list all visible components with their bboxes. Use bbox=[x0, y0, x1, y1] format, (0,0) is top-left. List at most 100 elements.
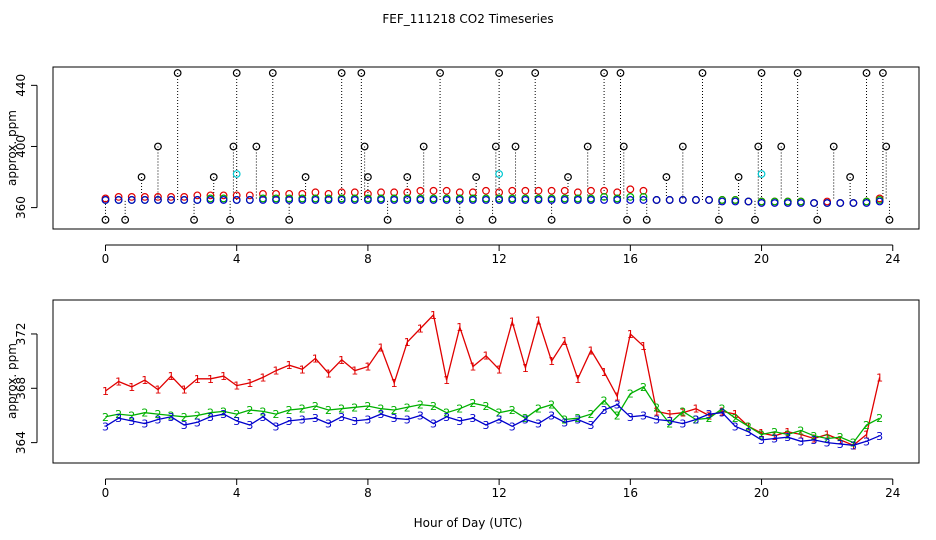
point-black bbox=[285, 215, 294, 224]
point-blue bbox=[140, 196, 149, 204]
point-symbol-3: 3 bbox=[863, 435, 870, 448]
bottom-y-axis-label: approx. ppm bbox=[5, 343, 19, 419]
point-symbol-1: 1 bbox=[811, 433, 818, 446]
point-symbol-1: 1 bbox=[640, 340, 647, 353]
point-blue bbox=[731, 197, 740, 206]
point-symbol-3: 3 bbox=[325, 418, 332, 431]
point-symbol-2: 2 bbox=[863, 419, 870, 432]
point-red bbox=[219, 191, 228, 200]
point-symbol-2: 2 bbox=[391, 404, 398, 417]
point-symbol-3: 3 bbox=[115, 412, 122, 425]
point-symbol-2: 2 bbox=[850, 437, 857, 450]
point-blue bbox=[652, 196, 661, 204]
point-symbol-1: 1 bbox=[614, 390, 621, 403]
point-black bbox=[190, 215, 198, 224]
point-red bbox=[482, 186, 490, 195]
point-symbol-2: 2 bbox=[154, 408, 161, 421]
point-black bbox=[757, 69, 766, 77]
point-symbol-2: 2 bbox=[246, 404, 253, 417]
point-symbol-1: 1 bbox=[194, 373, 201, 386]
point-symbol-1: 1 bbox=[417, 323, 424, 336]
point-symbol-3: 3 bbox=[102, 420, 109, 433]
point-symbol-1: 1 bbox=[483, 350, 490, 363]
point-black bbox=[882, 142, 891, 151]
point-red bbox=[232, 191, 241, 200]
point-symbol-3: 3 bbox=[233, 415, 240, 428]
point-symbol-3: 3 bbox=[535, 418, 542, 431]
point-symbol-2: 2 bbox=[443, 407, 450, 420]
point-blue bbox=[521, 196, 530, 204]
point-symbol-2: 2 bbox=[732, 412, 739, 425]
point-red bbox=[442, 186, 451, 195]
point-symbol-3: 3 bbox=[483, 419, 490, 432]
point-symbol-2: 2 bbox=[666, 418, 673, 431]
x-tick-label: 12 bbox=[491, 252, 506, 266]
point-blue bbox=[797, 199, 805, 207]
point-blue bbox=[127, 196, 136, 204]
point-symbol-1: 1 bbox=[758, 427, 765, 440]
point-symbol-2: 2 bbox=[338, 403, 345, 416]
point-blue bbox=[573, 196, 582, 204]
point-blue bbox=[770, 199, 779, 207]
point-symbol-3: 3 bbox=[640, 409, 647, 422]
point-symbol-2: 2 bbox=[194, 409, 201, 422]
point-black bbox=[715, 215, 723, 224]
x-tick-label: 16 bbox=[623, 486, 638, 500]
x-tick-label: 24 bbox=[885, 252, 900, 266]
point-black bbox=[137, 173, 146, 181]
point-blue bbox=[193, 196, 202, 204]
point-symbol-3: 3 bbox=[154, 414, 161, 427]
point-symbol-1: 1 bbox=[102, 385, 109, 398]
point-symbol-2: 2 bbox=[141, 407, 148, 420]
point-symbol-1: 1 bbox=[797, 428, 804, 441]
point-blue bbox=[311, 196, 320, 204]
point-blue bbox=[364, 196, 372, 204]
point-symbol-3: 3 bbox=[758, 434, 765, 447]
point-red bbox=[193, 191, 202, 200]
point-symbol-3: 3 bbox=[351, 415, 358, 428]
point-symbol-1: 1 bbox=[837, 434, 844, 447]
point-symbol-2: 2 bbox=[614, 409, 621, 422]
point-symbol-3: 3 bbox=[824, 437, 831, 450]
point-symbol-3: 3 bbox=[364, 414, 371, 427]
point-symbol-1: 1 bbox=[207, 373, 214, 386]
point-black bbox=[547, 215, 556, 224]
point-blue bbox=[350, 196, 359, 204]
point-symbol-1: 1 bbox=[587, 344, 594, 357]
point-blue bbox=[495, 196, 504, 204]
point-symbol-3: 3 bbox=[207, 411, 214, 424]
point-red bbox=[245, 191, 254, 200]
x-tick-label: 12 bbox=[491, 486, 506, 500]
point-symbol-2: 2 bbox=[640, 381, 647, 394]
point-black bbox=[101, 215, 110, 224]
point-black bbox=[583, 142, 592, 151]
point-black bbox=[793, 69, 802, 77]
point-blue bbox=[285, 196, 294, 204]
bottom-plot-frame bbox=[52, 299, 920, 464]
point-black bbox=[777, 142, 786, 151]
point-symbol-1: 1 bbox=[653, 405, 660, 418]
point-symbol-3: 3 bbox=[784, 431, 791, 444]
point-symbol-3: 3 bbox=[299, 414, 306, 427]
point-blue bbox=[377, 196, 385, 204]
point-black bbox=[360, 142, 369, 151]
point-black bbox=[121, 215, 130, 224]
point-blue bbox=[547, 196, 556, 204]
point-black bbox=[846, 173, 855, 181]
point-symbol-1: 1 bbox=[456, 321, 463, 334]
point-symbol-1: 1 bbox=[404, 336, 411, 349]
point-black bbox=[383, 215, 392, 224]
point-blue bbox=[403, 196, 412, 204]
point-symbol-2: 2 bbox=[509, 404, 516, 417]
point-symbol-2: 2 bbox=[430, 400, 437, 413]
point-black bbox=[229, 142, 238, 151]
point-black bbox=[862, 69, 871, 77]
point-red bbox=[114, 193, 123, 201]
point-symbol-1: 1 bbox=[522, 362, 529, 375]
top-x-axis: 0 4 8 12 16 20 24 bbox=[102, 244, 900, 266]
point-black bbox=[662, 173, 671, 181]
point-symbol-2: 2 bbox=[679, 405, 686, 418]
chart-title: FEF_111218 CO2 Timeseries bbox=[382, 12, 553, 26]
point-cyan bbox=[232, 170, 241, 178]
